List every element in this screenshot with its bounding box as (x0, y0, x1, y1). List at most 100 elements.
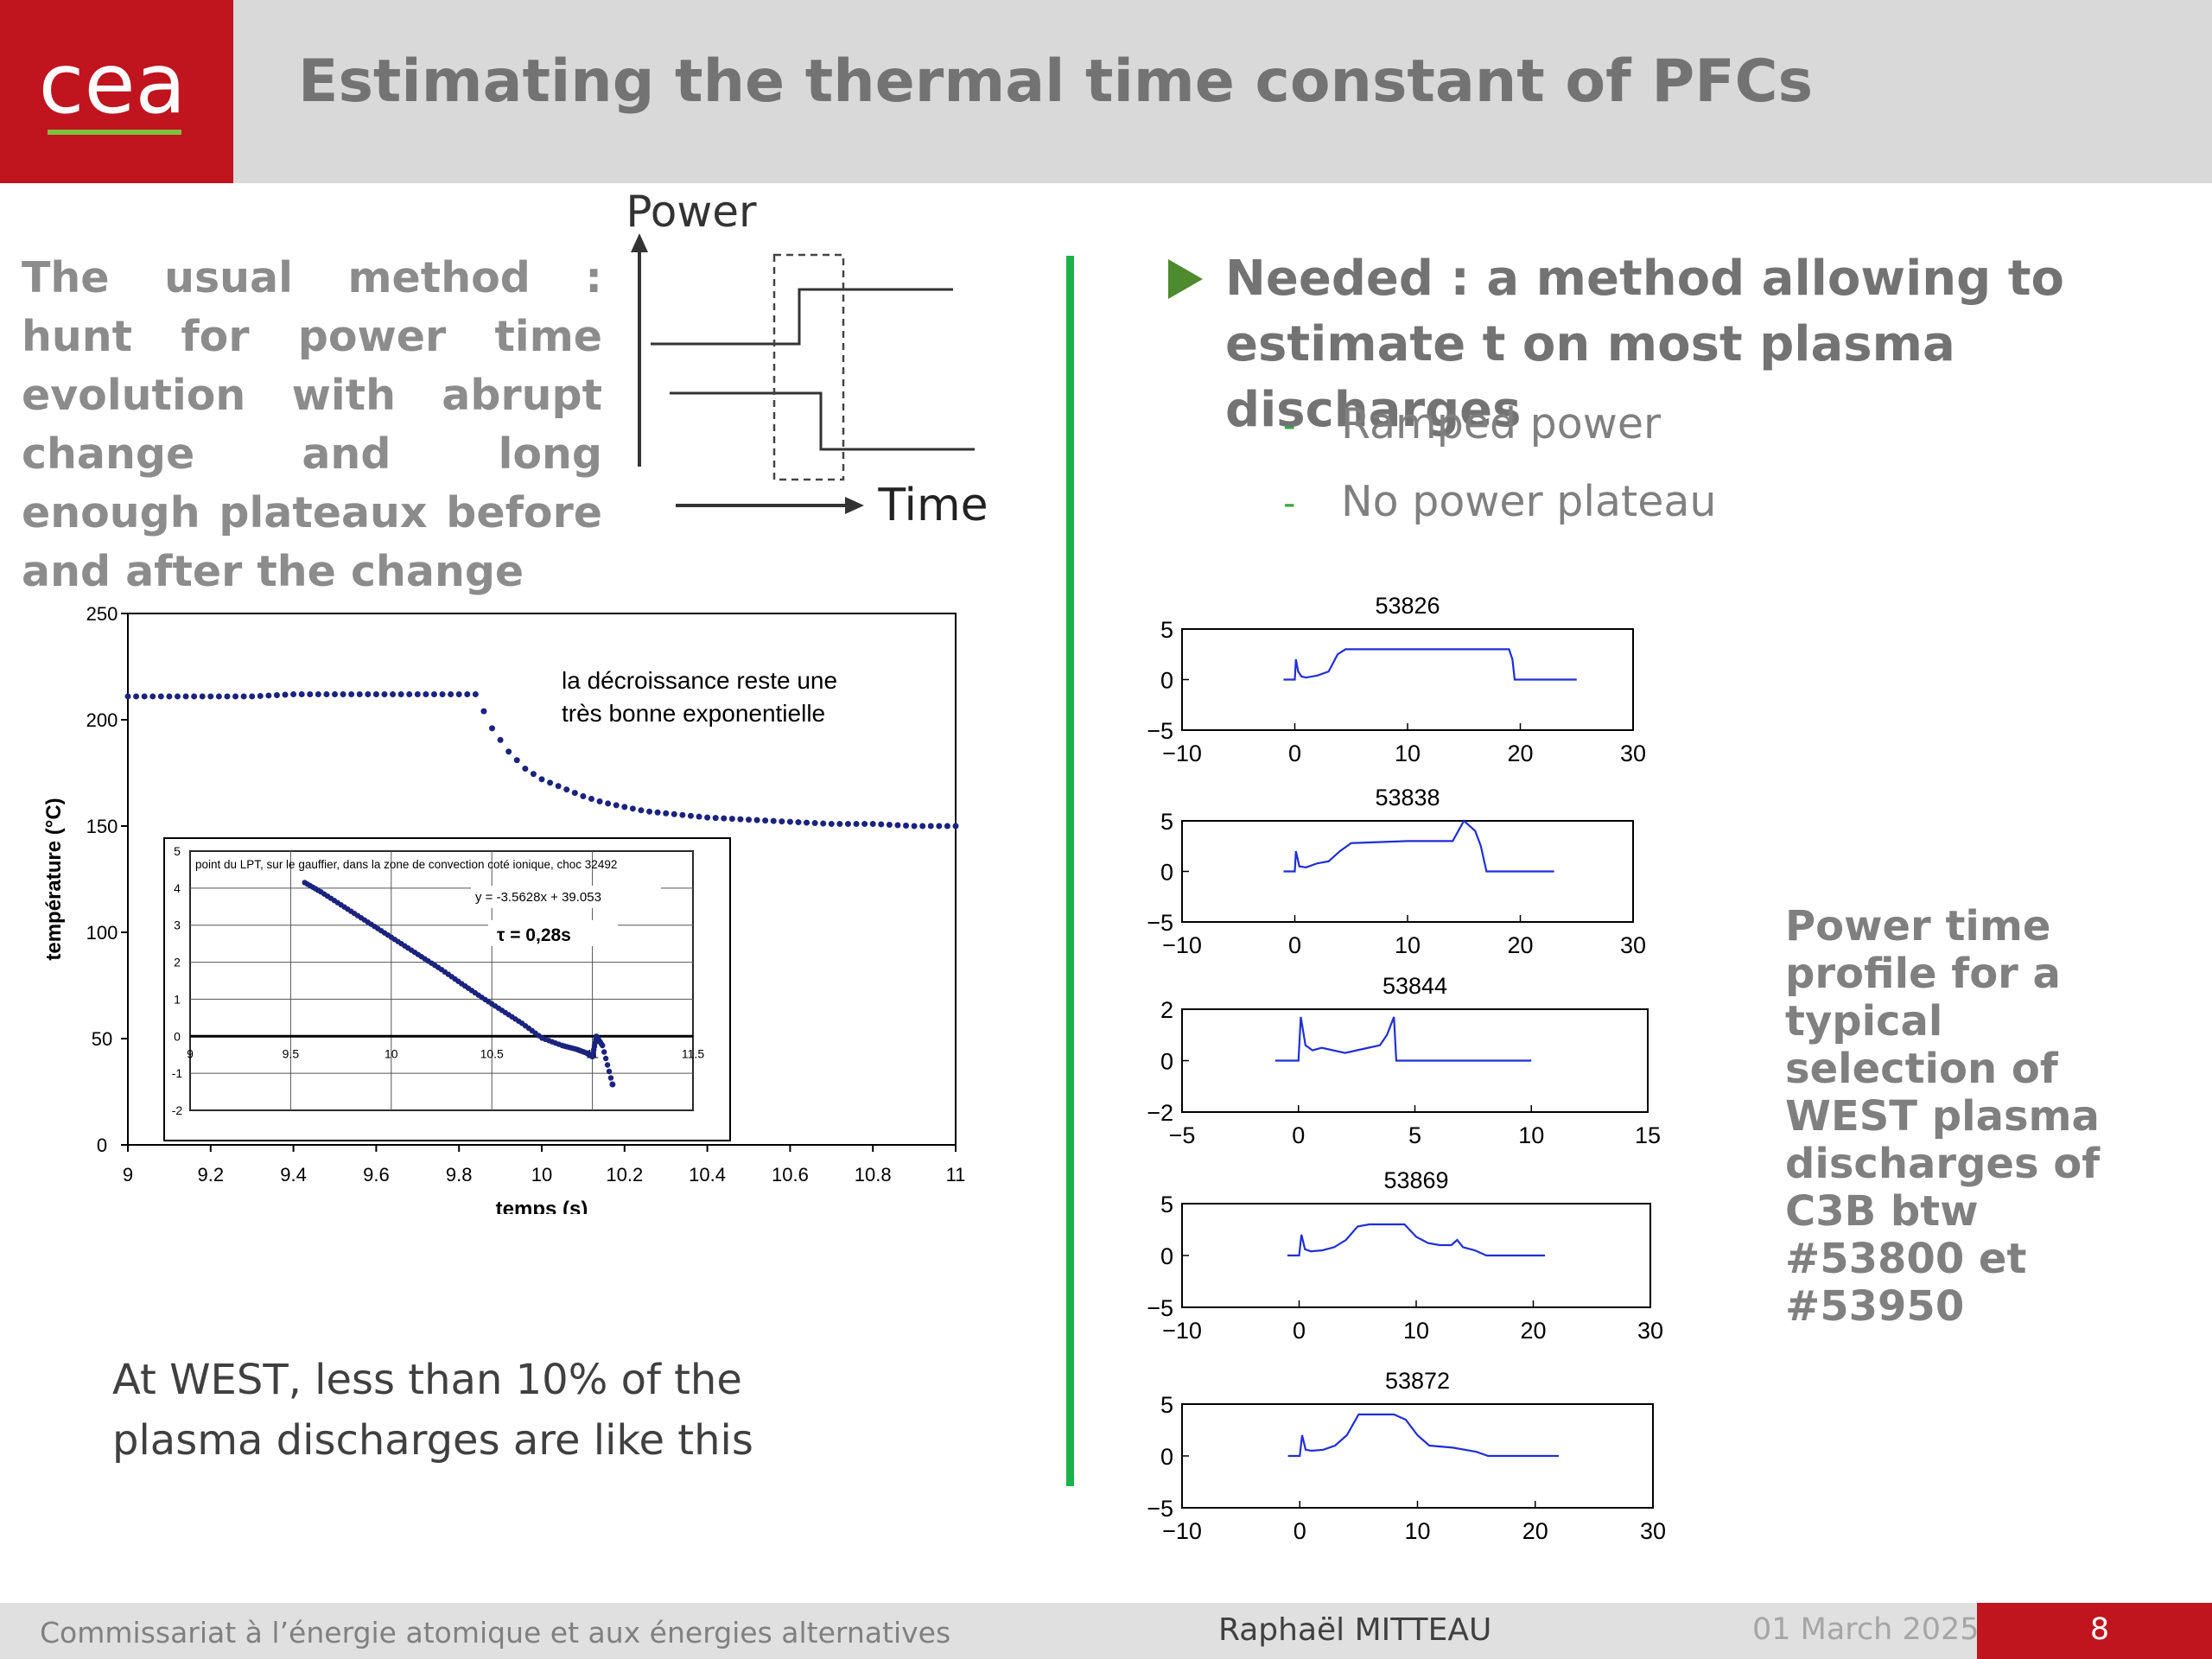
data-point (538, 776, 545, 783)
y-tick-label: 100 (86, 922, 118, 944)
shot-x-tick-label: 30 (1620, 741, 1646, 766)
data-point (936, 823, 943, 830)
fit-equation: y = -3.5628x + 39.053 (475, 890, 601, 905)
shot-y-tick-label: 2 (1160, 997, 1173, 1023)
profiles-caption: Power time profile for a typical selecti… (1785, 902, 2101, 1331)
shot-title: 53838 (1375, 785, 1440, 810)
data-point (464, 690, 471, 697)
power-axis-arrow (631, 233, 648, 252)
footer-organization: Commissariat à l’énergie atomique et aux… (40, 1616, 951, 1649)
shot-x-tick-label: 30 (1620, 932, 1646, 958)
data-point (571, 790, 578, 797)
shot-plot-area (1181, 1203, 1651, 1308)
time-axis-arrow (845, 497, 864, 514)
shot-title: 53869 (1383, 1167, 1448, 1193)
data-point (952, 823, 959, 830)
data-point (199, 693, 206, 700)
triangle-bullet-icon (1168, 259, 1203, 299)
inset-data-point (600, 1042, 606, 1049)
time-axis-label: Time (877, 480, 988, 531)
data-point (547, 779, 554, 786)
x-tick-label: 10.4 (689, 1164, 726, 1185)
data-point (182, 693, 189, 700)
data-point (505, 748, 512, 755)
data-point (423, 690, 429, 697)
tau-label-bg (488, 920, 618, 946)
shot-title: 53844 (1382, 973, 1447, 999)
data-point (497, 736, 504, 743)
data-point (671, 810, 677, 817)
sub-item-ramped-power: Ramped power (1341, 399, 1662, 448)
shot-y-tick-label: 0 (1160, 1049, 1173, 1075)
x-tick-label: 9.8 (446, 1164, 473, 1185)
annotation-line-1: la décroissance reste une (562, 667, 837, 694)
shot-x-tick-label: 10 (1404, 1518, 1430, 1544)
rising-step-curve (651, 288, 953, 346)
data-point (307, 690, 314, 697)
data-point (836, 821, 843, 828)
shot-x-tick-label: 10 (1518, 1122, 1544, 1148)
column-divider (1066, 256, 1074, 1486)
x-tick-label: 10.2 (606, 1164, 643, 1185)
shot-y-tick-label: −5 (1147, 910, 1173, 936)
data-point (654, 809, 661, 816)
header-bar (0, 0, 2212, 183)
shot-y-tick-label: 5 (1160, 1392, 1173, 1418)
shot-power-line (1287, 1413, 1559, 1458)
data-point (133, 693, 140, 700)
data-point (191, 693, 198, 700)
x-axis-label: temps (s) (496, 1198, 588, 1214)
shot-x-tick-label: 10 (1403, 1318, 1429, 1344)
footer-author: Raphaël MITTEAU (1218, 1612, 1492, 1648)
data-point (886, 822, 893, 829)
data-point (596, 798, 603, 804)
data-point (215, 693, 222, 700)
shot-y-tick-label: −5 (1147, 718, 1173, 744)
data-point (795, 819, 802, 826)
shot-power-line (1283, 819, 1554, 873)
data-point (149, 693, 156, 700)
x-tick-label: 9.6 (363, 1164, 390, 1185)
data-point (646, 808, 653, 815)
temperature-chart: 9 9.2 9.4 9.6 9.8 10 10.2 10.4 10.6 10.8 110501001… (42, 603, 965, 1214)
tau-label: τ = 0,28s (497, 925, 571, 945)
page-number: 8 (2089, 1612, 2110, 1647)
data-point (728, 816, 735, 823)
inset-y-tick-label: -2 (172, 1103, 183, 1117)
data-point (282, 691, 289, 698)
data-point (629, 805, 636, 812)
sub-item-no-plateau: No power plateau (1341, 477, 1717, 526)
x-tick-label: 10 (531, 1164, 552, 1185)
shot-x-tick-label: 20 (1520, 1318, 1546, 1344)
y-tick-label: 0 (97, 1135, 107, 1156)
data-point (356, 690, 363, 697)
shot-x-tick-label: 20 (1507, 741, 1533, 766)
data-point (555, 783, 562, 790)
data-point (365, 690, 372, 697)
data-point (762, 817, 769, 824)
data-point (480, 708, 487, 715)
data-point (530, 771, 537, 778)
data-point (472, 690, 479, 697)
data-point (265, 692, 272, 699)
data-point (448, 690, 454, 697)
inset-y-tick-label: -1 (172, 1066, 183, 1080)
shot-x-tick-label: 0 (1288, 741, 1301, 766)
data-point (372, 690, 379, 697)
data-point (249, 693, 256, 700)
data-point (580, 793, 587, 800)
logo-underline (48, 130, 181, 135)
inset-data-point (606, 1068, 613, 1075)
shot-y-tick-label: −5 (1147, 1496, 1173, 1522)
shot-x-tick-label: 0 (1288, 932, 1301, 958)
dash-bullet: - (1283, 484, 1296, 524)
data-point (588, 796, 594, 803)
footer-date: 01 March 2025 (1752, 1612, 1980, 1647)
data-point (779, 818, 785, 825)
shot-x-tick-label: 10 (1395, 932, 1421, 958)
fit-label-bg (471, 886, 661, 908)
data-point (381, 690, 388, 697)
data-point (869, 821, 876, 828)
data-point (414, 690, 421, 697)
